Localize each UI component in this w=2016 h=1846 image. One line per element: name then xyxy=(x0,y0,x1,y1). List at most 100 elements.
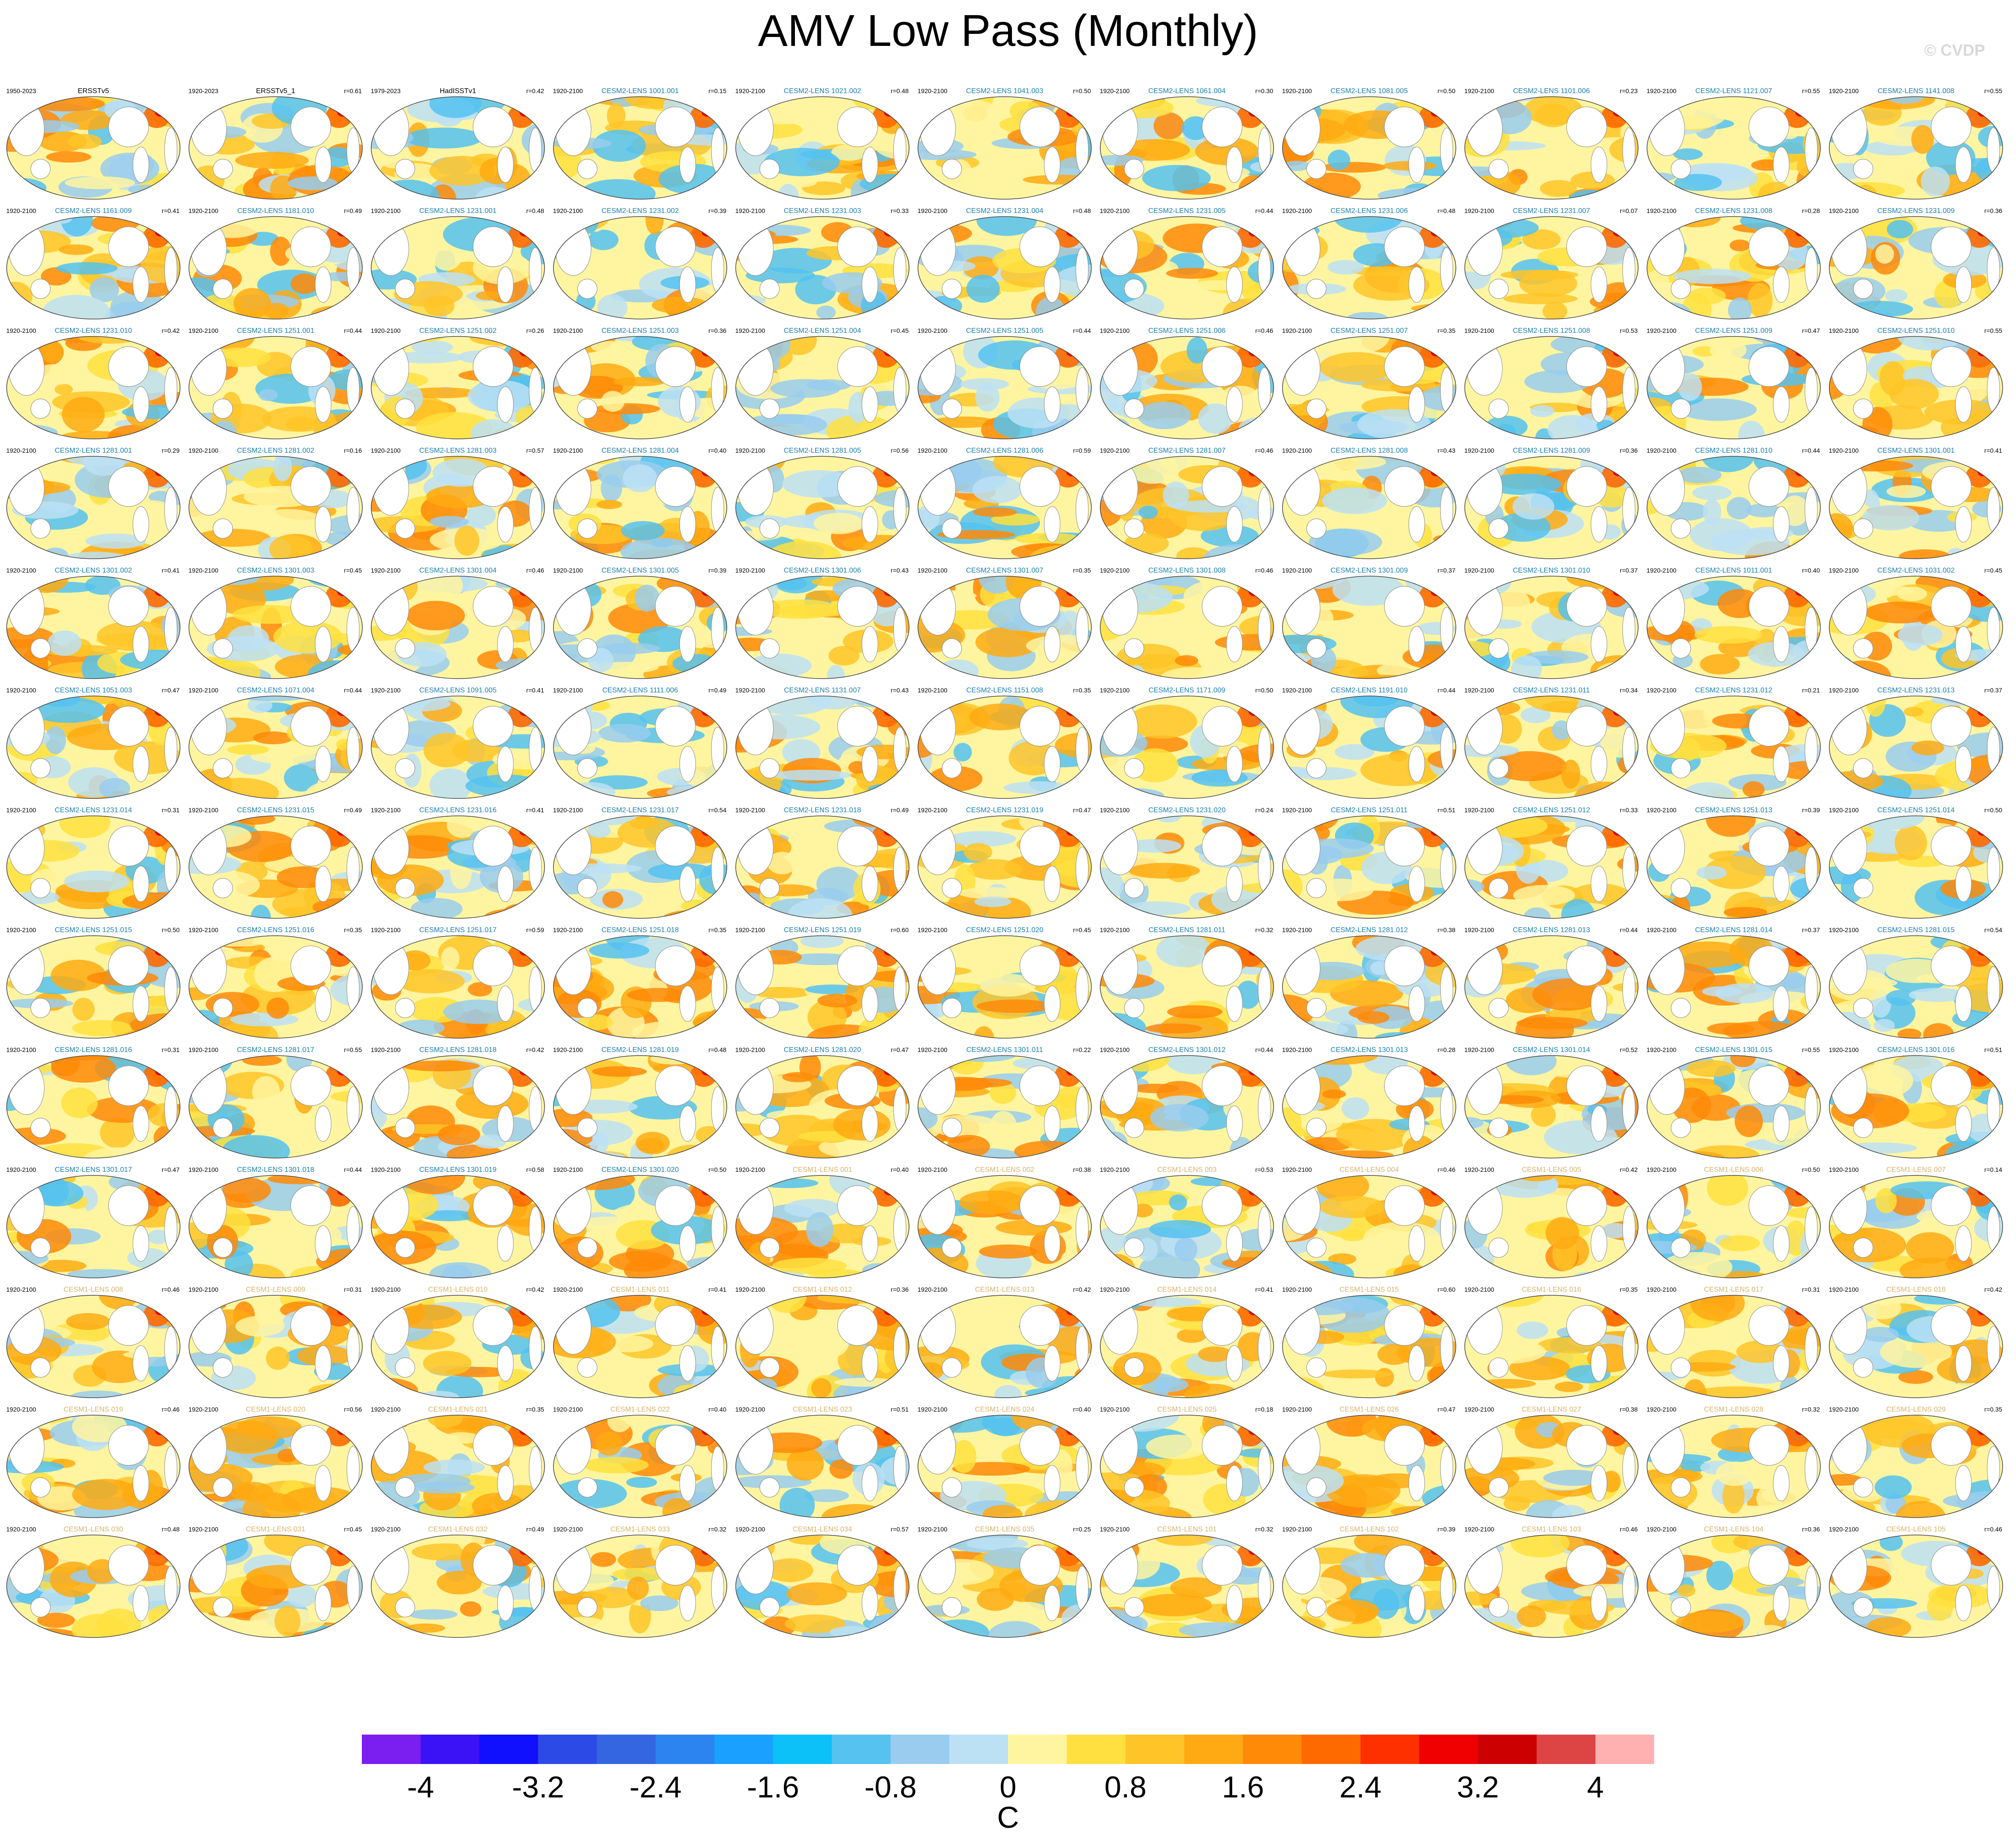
panel-years: 1920-2100 xyxy=(1282,447,1312,454)
panel-years: 1920-2100 xyxy=(1829,1046,1859,1053)
panel-years: 1979-2023 xyxy=(371,87,401,94)
panel-years: 1920-2100 xyxy=(1100,1526,1130,1533)
panel-name: CESM1-LENS 014 xyxy=(1157,1286,1217,1293)
map-panel: 1920-2100 CESM1-LENS 034 r=0.57 xyxy=(734,1526,910,1640)
panel-years: 1920-2100 xyxy=(1464,207,1494,214)
sst-anomaly-map xyxy=(735,935,910,1039)
panel-years: 1920-2100 xyxy=(188,567,218,574)
panel-name: CESM2-LENS 1281.004 xyxy=(601,447,679,454)
panel-name: CESM2-LENS 1251.009 xyxy=(1695,327,1773,335)
panel-years: 1920-2100 xyxy=(1282,567,1312,574)
colorbar-swatch xyxy=(1243,1735,1302,1764)
colorbar-tick-label: 2.4 xyxy=(1339,1770,1382,1804)
map-panel: 1920-2100 CESM2-LENS 1301.010 r=0.37 xyxy=(1463,567,1639,681)
map-panel: 1920-2100 CESM2-LENS 1021.002 r=0.48 xyxy=(734,87,910,201)
panel-years: 1920-2100 xyxy=(918,1406,947,1413)
panel-years: 1920-2100 xyxy=(188,1166,218,1173)
sst-anomaly-map xyxy=(1464,696,1639,799)
sst-anomaly-map xyxy=(1282,815,1456,919)
panel-years: 1920-2100 xyxy=(1100,567,1130,574)
sst-anomaly-map xyxy=(188,216,363,319)
panel-name: CESM2-LENS 1251.008 xyxy=(1512,327,1590,335)
panel-years: 1920-2100 xyxy=(1100,926,1130,933)
panel-correlation: r=0.51 xyxy=(890,1406,909,1413)
panel-years: 1920-2100 xyxy=(918,87,947,94)
map-panel: 1920-2100 CESM1-LENS 029 r=0.35 xyxy=(1828,1406,2004,1520)
map-panel: 1920-2100 CESM2-LENS 1031.002 r=0.45 xyxy=(1828,567,2004,681)
panel-years: 1920-2100 xyxy=(371,447,401,454)
panel-years: 1920-2100 xyxy=(1829,447,1859,454)
panel-years: 1920-2100 xyxy=(553,1286,583,1293)
map-panel: 1920-2100 CESM2-LENS 1301.006 r=0.43 xyxy=(734,567,910,681)
panel-correlation: r=0.39 xyxy=(708,207,726,214)
panel-correlation: r=0.56 xyxy=(890,447,909,454)
map-panel: 1920-2100 CESM2-LENS 1231.012 r=0.21 xyxy=(1646,687,1822,801)
panel-years: 1920-2100 xyxy=(1647,327,1676,334)
map-panel: 1920-2100 CESM2-LENS 1301.016 r=0.51 xyxy=(1828,1046,2004,1160)
sst-anomaly-map xyxy=(735,696,910,799)
map-panel: 1920-2100 CESM2-LENS 1231.004 r=0.48 xyxy=(917,207,1093,321)
panel-name: CESM2-LENS 1231.015 xyxy=(237,806,315,814)
panel-correlation: r=0.31 xyxy=(1802,1286,1820,1293)
map-panel: 1920-2100 CESM2-LENS 1281.002 r=0.16 xyxy=(188,447,364,561)
panel-name: CESM2-LENS 1231.004 xyxy=(966,207,1044,215)
sst-anomaly-map xyxy=(371,576,545,679)
panel-correlation: r=0.36 xyxy=(1802,1526,1820,1533)
sst-anomaly-map xyxy=(371,1295,545,1398)
map-panel: 1920-2100 CESM1-LENS 012 r=0.36 xyxy=(734,1286,910,1400)
panel-years: 1920-2100 xyxy=(371,1526,401,1533)
sst-anomaly-map xyxy=(735,815,910,919)
sst-anomaly-map xyxy=(1829,576,2003,679)
panel-years: 1920-2100 xyxy=(1464,327,1494,334)
panel-years: 1920-2100 xyxy=(371,327,401,334)
panel-name: CESM2-LENS 1301.015 xyxy=(1695,1046,1773,1054)
colorbar-tick-label: 1.6 xyxy=(1222,1770,1264,1804)
panel-name: CESM1-LENS 104 xyxy=(1704,1526,1764,1533)
sst-anomaly-map xyxy=(6,1175,180,1278)
map-panel: 1920-2100 CESM2-LENS 1231.008 r=0.28 xyxy=(1646,207,1822,321)
panel-correlation: r=0.32 xyxy=(1255,926,1273,933)
panel-years: 1920-2100 xyxy=(1829,207,1859,214)
panel-years: 1920-2100 xyxy=(735,687,765,694)
map-panel: 1920-2100 CESM1-LENS 105 r=0.46 xyxy=(1828,1526,2004,1640)
sst-anomaly-map xyxy=(1647,1295,1821,1398)
panel-years: 1920-2100 xyxy=(188,207,218,214)
panel-name: CESM1-LENS 001 xyxy=(792,1166,852,1174)
map-panel: 1920-2100 CESM1-LENS 016 r=0.35 xyxy=(1463,1286,1639,1400)
panel-years: 1920-2100 xyxy=(1282,327,1312,334)
panel-years: 1920-2100 xyxy=(6,1526,36,1533)
panel-correlation: r=0.50 xyxy=(1984,806,2002,814)
map-panel: 1920-2100 CESM2-LENS 1111.006 r=0.49 xyxy=(552,687,728,801)
sst-anomaly-map xyxy=(553,1055,727,1158)
panel-name: CESM2-LENS 1301.007 xyxy=(966,567,1044,574)
map-panel: 1920-2100 CESM2-LENS 1061.004 r=0.30 xyxy=(1099,87,1275,201)
sst-anomaly-map xyxy=(735,1055,910,1158)
panel-years: 1920-2100 xyxy=(6,327,36,334)
sst-anomaly-map xyxy=(1100,1175,1274,1278)
sst-anomaly-map xyxy=(1282,456,1456,559)
colorbar-tick-label: 3.2 xyxy=(1457,1770,1499,1804)
map-panel: 1920-2100 CESM2-LENS 1301.005 r=0.39 xyxy=(552,567,728,681)
panel-correlation: r=0.42 xyxy=(526,87,544,94)
panel-correlation: r=0.49 xyxy=(708,687,726,694)
map-panel: 1920-2100 CESM1-LENS 003 r=0.53 xyxy=(1099,1166,1275,1280)
panel-years: 1920-2100 xyxy=(1829,1406,1859,1413)
map-panel: 1920-2100 CESM2-LENS 1051.003 r=0.47 xyxy=(5,687,181,801)
colorbar-swatch xyxy=(538,1735,597,1764)
panel-years: 1920-2100 xyxy=(553,207,583,214)
panel-years: 1920-2100 xyxy=(1282,207,1312,214)
map-panel: 1920-2100 CESM2-LENS 1301.001 r=0.41 xyxy=(1828,447,2004,561)
panel-years: 1920-2100 xyxy=(371,207,401,214)
sst-anomaly-map xyxy=(371,96,545,200)
sst-anomaly-map xyxy=(1647,696,1821,799)
colorbar-swatch xyxy=(1419,1735,1479,1764)
panel-years: 1920-2100 xyxy=(1100,327,1130,334)
panel-correlation: r=0.51 xyxy=(1984,1046,2002,1053)
panel-name: CESM2-LENS 1231.012 xyxy=(1695,687,1773,694)
panel-correlation: r=0.44 xyxy=(344,687,362,694)
map-panel: 1920-2100 CESM1-LENS 019 r=0.46 xyxy=(5,1406,181,1520)
sst-anomaly-map xyxy=(188,336,363,439)
panel-name: CESM1-LENS 102 xyxy=(1339,1526,1399,1533)
sst-anomaly-map xyxy=(1282,336,1456,439)
panel-correlation: r=0.41 xyxy=(161,567,180,574)
